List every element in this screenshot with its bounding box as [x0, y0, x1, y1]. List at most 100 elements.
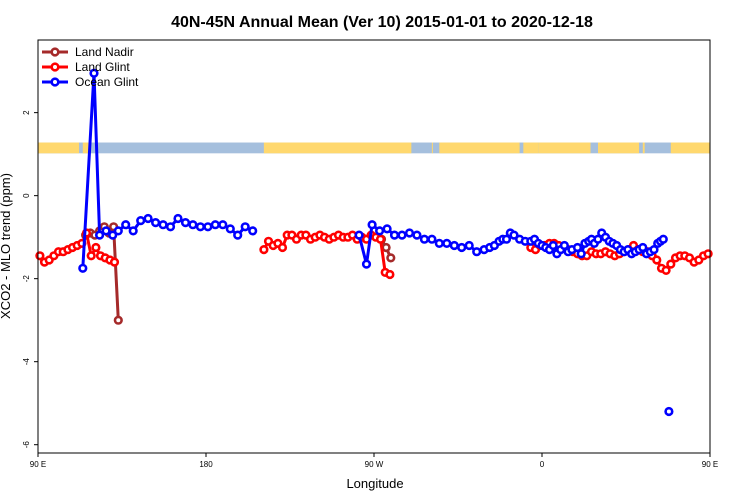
data-point — [173, 213, 183, 224]
land-segment — [538, 142, 591, 154]
data-point — [78, 263, 88, 273]
data-point — [240, 222, 250, 232]
data-point — [457, 242, 467, 253]
data-point — [259, 245, 269, 255]
data-point — [367, 220, 377, 230]
land-segment — [598, 142, 640, 154]
data-point — [464, 240, 474, 251]
data-point — [548, 240, 558, 251]
land-segment — [670, 142, 710, 154]
land-segment — [642, 142, 645, 154]
x-tick-label: 180 — [199, 460, 213, 469]
data-point — [233, 230, 243, 240]
data-point — [143, 213, 153, 224]
data-point — [385, 269, 395, 280]
land-segment — [263, 142, 412, 154]
y-tick-label: 2 — [22, 110, 31, 115]
data-point — [472, 247, 482, 257]
data-point — [86, 251, 96, 261]
land-segment — [431, 142, 433, 154]
land-mask-strip — [38, 142, 710, 154]
data-point — [509, 230, 519, 240]
data-point — [180, 218, 191, 228]
data-point — [218, 220, 228, 230]
data-point — [203, 222, 213, 232]
y-tick-label: -2 — [22, 275, 31, 283]
data-point — [89, 68, 99, 78]
data-point — [375, 226, 385, 236]
data-point — [419, 234, 430, 244]
data-point — [361, 259, 372, 269]
data-point — [661, 265, 671, 276]
data-point — [442, 238, 452, 248]
data-point — [649, 245, 659, 255]
legend-marker — [50, 77, 60, 87]
x-tick-label: 0 — [540, 460, 545, 469]
legend-label: Ocean Glint — [75, 75, 139, 89]
legend-item: Ocean Glint — [42, 75, 139, 89]
data-point — [381, 242, 391, 253]
data-point — [375, 234, 386, 244]
series-line — [81, 71, 254, 269]
land-segment — [82, 142, 91, 154]
data-point — [94, 230, 105, 240]
data-point — [666, 259, 676, 269]
data-point — [136, 216, 146, 226]
data-point — [658, 234, 668, 244]
legend-item: Land Nadir — [42, 45, 134, 59]
x-tick-label: 90 E — [702, 460, 718, 469]
data-point — [638, 242, 648, 253]
x-tick-label: 90 E — [30, 460, 46, 469]
data-point — [572, 242, 583, 253]
x-tick-label: 90 W — [365, 460, 384, 469]
series-line — [84, 225, 120, 321]
data-point — [128, 226, 138, 236]
land-segment — [38, 142, 80, 154]
legend-marker — [50, 62, 60, 72]
data-point — [427, 234, 437, 244]
x-axis-label: Longitude — [346, 476, 403, 491]
data-point — [210, 220, 220, 230]
data-point — [412, 230, 422, 240]
data-point — [188, 220, 198, 230]
land-segment — [523, 142, 539, 154]
legend-label: Land Nadir — [75, 45, 134, 59]
data-point — [109, 257, 120, 267]
land-segment — [439, 142, 520, 154]
data-point — [121, 220, 131, 230]
data-point — [386, 253, 396, 263]
series-ocean-glint — [78, 68, 674, 417]
data-point — [559, 240, 570, 251]
data-point — [91, 242, 101, 253]
data-point — [151, 218, 161, 228]
y-tick-label: -4 — [22, 358, 31, 366]
data-point — [101, 226, 111, 236]
data-point — [449, 240, 459, 251]
series-layer — [35, 68, 713, 417]
x-axis: 90 E 180 90 W 0 90 E — [30, 453, 718, 469]
data-point — [501, 234, 512, 244]
data-point — [404, 228, 415, 238]
data-point — [113, 315, 123, 325]
data-point — [593, 234, 603, 244]
data-point — [664, 406, 674, 417]
data-point — [277, 242, 288, 253]
data-point — [652, 255, 662, 265]
data-point — [389, 230, 400, 240]
data-point — [354, 230, 364, 240]
data-point — [108, 230, 118, 240]
data-point — [576, 249, 586, 259]
y-tick-label: -6 — [22, 441, 31, 449]
data-point — [434, 238, 444, 248]
data-point — [195, 222, 205, 232]
data-point — [165, 222, 176, 232]
data-point — [225, 224, 235, 234]
data-point — [113, 226, 123, 236]
plot-frame — [37, 39, 711, 454]
legend-item: Land Glint — [42, 60, 130, 74]
data-point — [248, 226, 258, 236]
y-tick-label: 0 — [22, 193, 31, 198]
data-point — [397, 230, 407, 240]
